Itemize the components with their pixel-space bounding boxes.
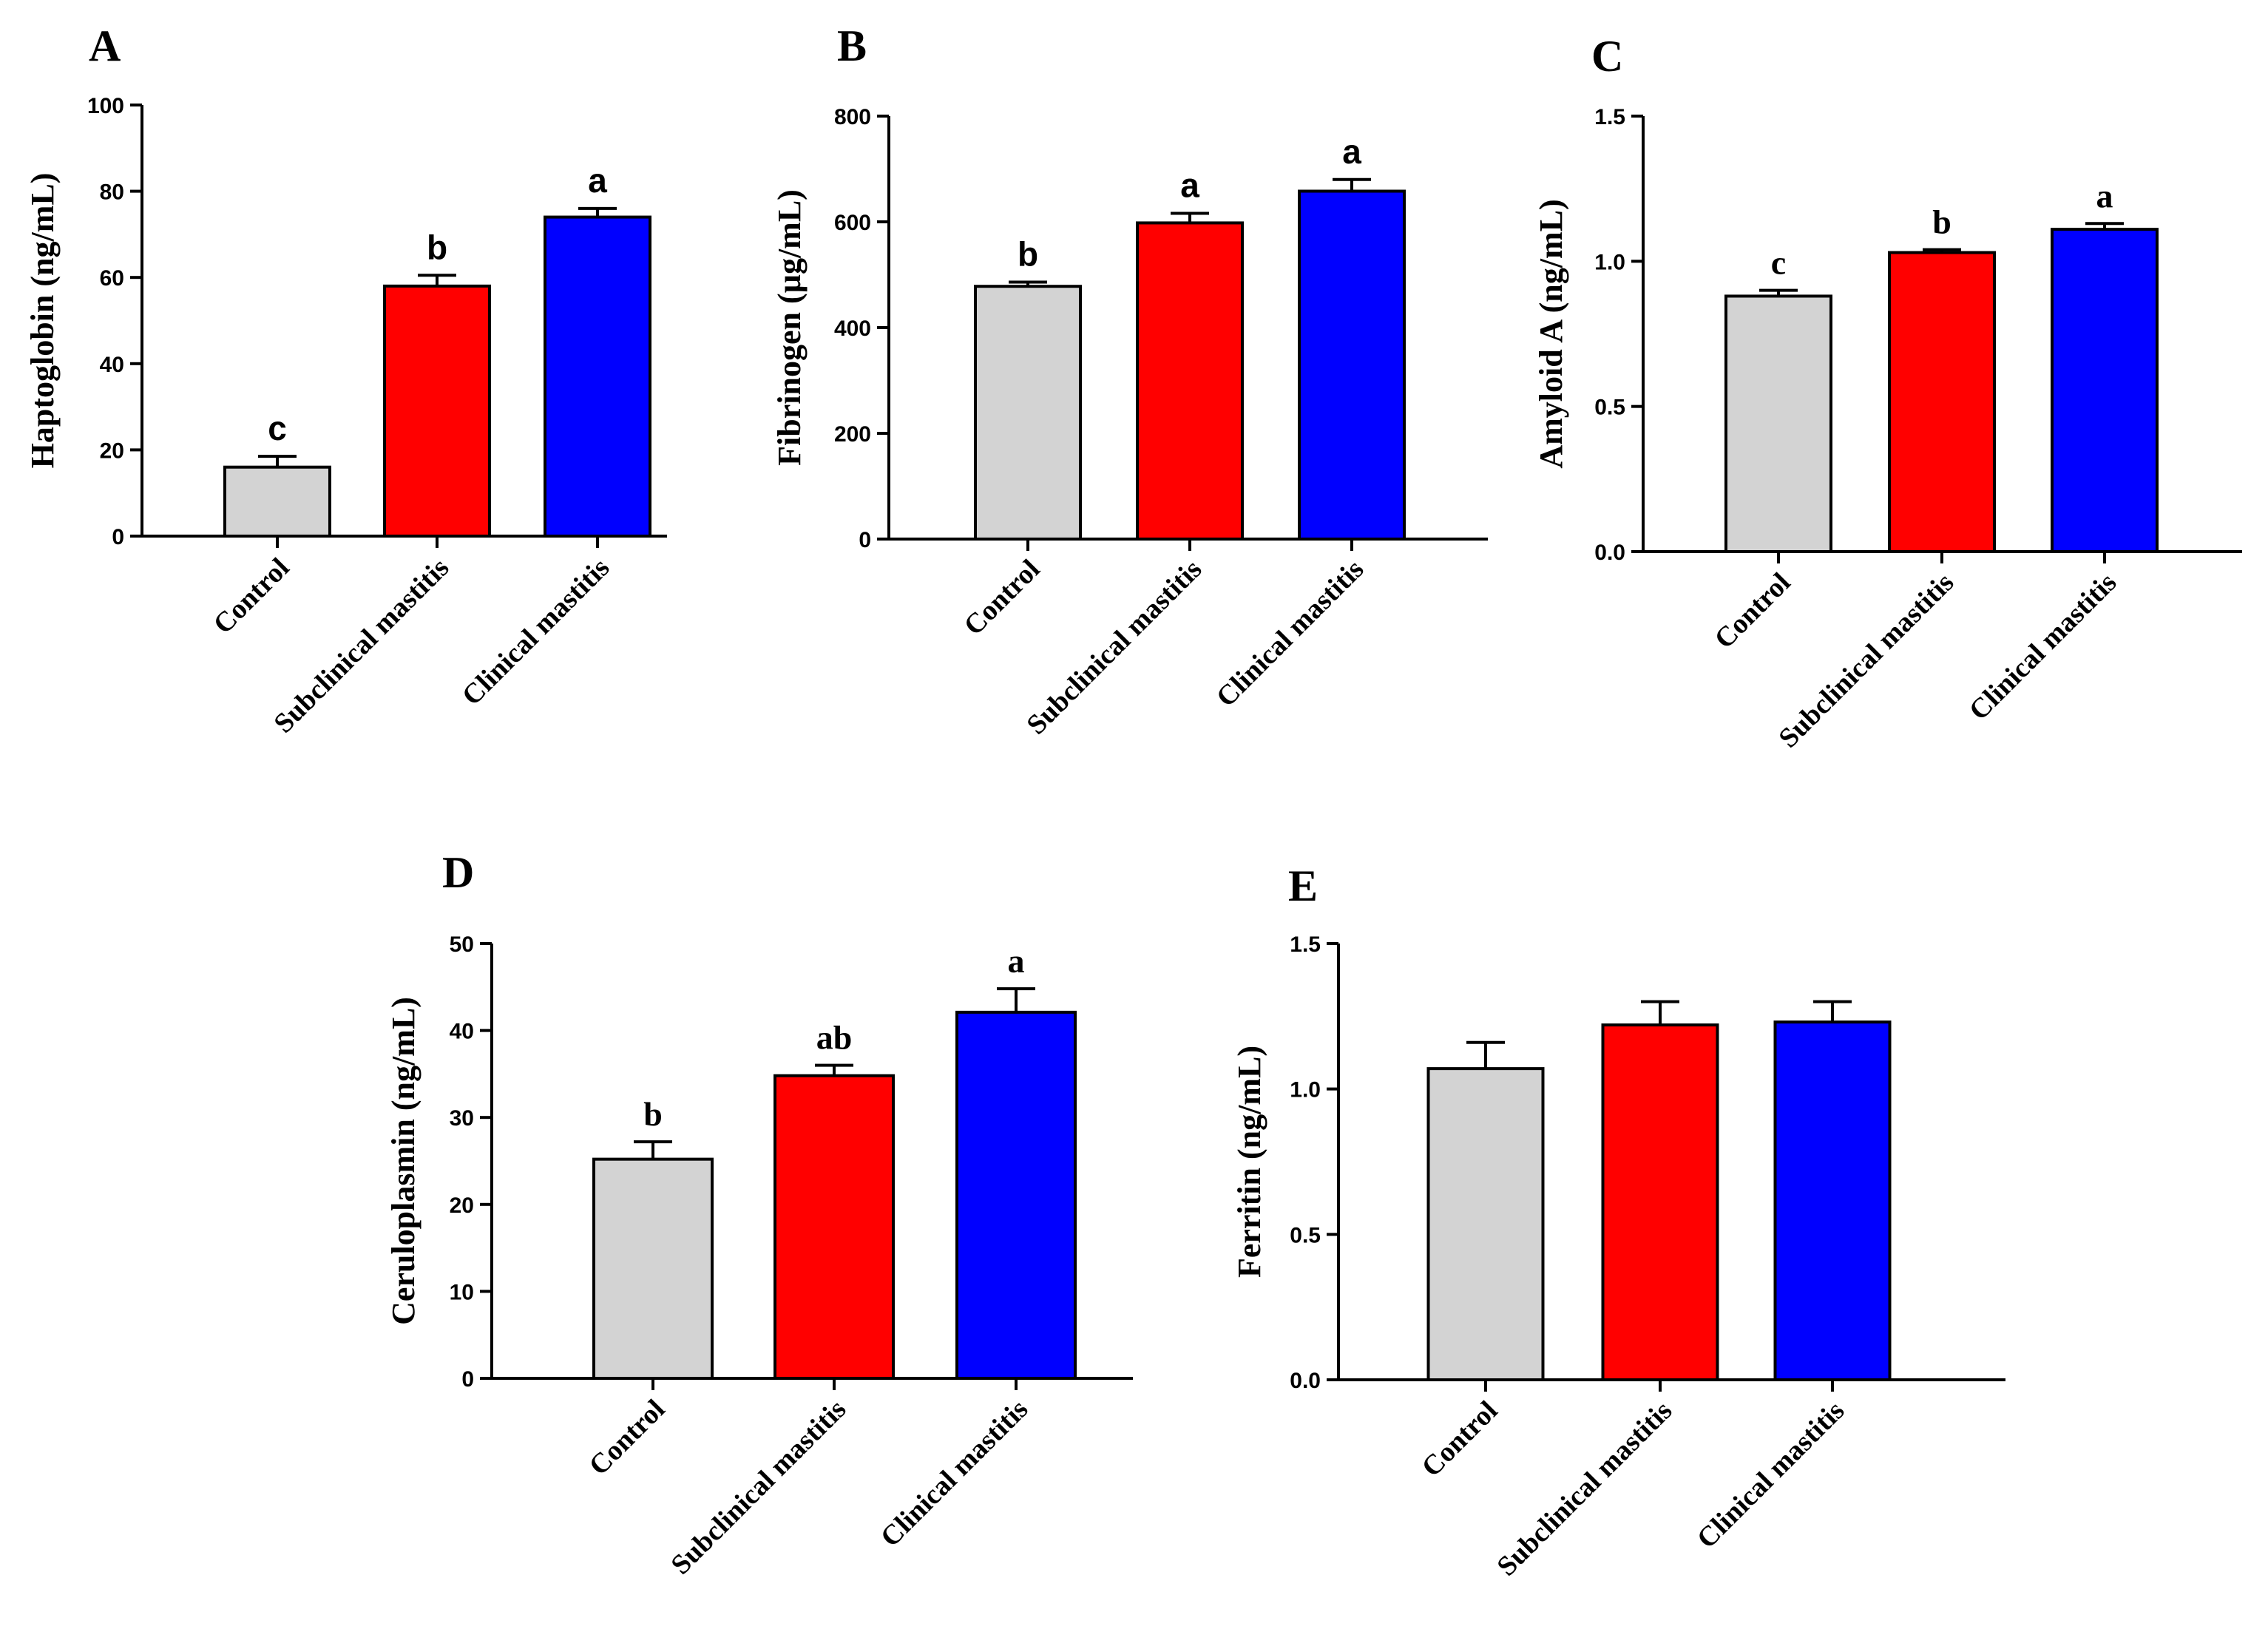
y-tick-label: 0.5 [1290, 1223, 1321, 1247]
y-tick-label: 1.0 [1594, 250, 1625, 274]
significance-letter: a [1008, 942, 1025, 980]
y-axis-label: Haptoglobin (ng/mL) [24, 173, 61, 469]
y-tick-label: 20 [450, 1193, 474, 1218]
bar [1298, 189, 1406, 541]
category-label: Subclinical mastitis [1020, 554, 1208, 741]
significance-letter: a [2096, 177, 2113, 214]
panel-d: D 0 10 20 30 40 50 Ceruloplasmin (ng/mL) b Contro… [385, 848, 1133, 1581]
y-tick-label: 0 [461, 1367, 474, 1392]
bar [774, 1074, 895, 1380]
panel-letter: C [1591, 32, 1623, 81]
significance-letter: a [1180, 166, 1199, 205]
panel-e: E 0.0 0.5 1.0 1.5 Ferritin (ng/mL) ControlSubc… [1231, 861, 2005, 1582]
y-tick-label: 600 [834, 211, 871, 235]
y-axis-label: Ceruloplasmin (ng/mL) [385, 997, 422, 1325]
bar [223, 465, 331, 538]
category-label: Clinical mastitis [1963, 567, 2123, 727]
y-tick-label: 0 [859, 528, 871, 552]
bar [1136, 221, 1244, 541]
significance-letter: b [1018, 235, 1038, 274]
bar [1773, 1020, 1892, 1381]
y-tick-label: 60 [100, 266, 124, 291]
significance-letter: b [427, 228, 447, 266]
category-label: Clinical mastitis [1691, 1395, 1851, 1555]
y-tick-label: 0.0 [1290, 1369, 1321, 1393]
category-label: Clinical mastitis [456, 552, 616, 712]
y-tick-label: 50 [450, 932, 474, 957]
significance-letter: c [268, 409, 287, 447]
y-tick-label: 400 [834, 316, 871, 341]
y-tick-label: 0.5 [1594, 396, 1625, 420]
y-tick-label: 0.0 [1594, 541, 1625, 565]
category-label: Control [208, 552, 296, 640]
panel-letter: B [837, 21, 867, 70]
significance-letter: a [588, 161, 607, 200]
significance-letter: ab [816, 1019, 853, 1057]
significance-letter: b [1932, 203, 1952, 241]
y-tick-label: 80 [100, 180, 124, 205]
y-tick-label: 100 [87, 94, 124, 118]
y-tick-label: 40 [100, 353, 124, 377]
bar [955, 1010, 1077, 1381]
y-axis-label: Amyloid A (ng/mL) [1533, 199, 1569, 468]
bar [592, 1157, 714, 1380]
y-tick-label: 1.5 [1290, 932, 1321, 957]
y-tick-label: 20 [100, 438, 124, 463]
bar [1724, 294, 1832, 553]
y-tick-label: 10 [450, 1280, 474, 1304]
y-tick-label: 40 [450, 1020, 474, 1044]
panel-letter: E [1288, 861, 1318, 910]
y-tick-label: 0 [112, 525, 124, 549]
category-label: Clinical mastitis [875, 1394, 1035, 1554]
bar [544, 215, 651, 538]
category-label: Subclinical mastitis [1491, 1395, 1678, 1582]
y-axis-label: Fibrinogen (µg/mL) [771, 189, 808, 466]
bar [974, 285, 1082, 541]
y-tick-label: 1.5 [1594, 105, 1625, 129]
bar [383, 284, 491, 538]
y-tick-label: 1.0 [1290, 1078, 1321, 1103]
panel-c: C 0.0 0.5 1.0 1.5 Amyloid A (ng/mL) c Control b S… [1533, 32, 2242, 754]
category-label: Subclinical mastitis [1773, 567, 1960, 754]
significance-letter: b [643, 1095, 663, 1133]
panel-a: A 0 20 40 60 80 100 Haptoglobin (ng/mL) c Control… [24, 21, 667, 739]
category-label: Subclinical mastitis [665, 1394, 852, 1581]
category-label: Control [1416, 1395, 1504, 1483]
category-label: Control [583, 1394, 671, 1482]
bar [2051, 228, 2159, 553]
panel-b: B 0 200 400 600 800 Fibrinogen (µg/mL) b Control… [771, 21, 1488, 741]
category-label: Control [1709, 567, 1797, 655]
y-axis-label: Ferritin (ng/mL) [1231, 1046, 1267, 1278]
y-tick-label: 30 [450, 1106, 474, 1131]
panel-letter: A [89, 21, 121, 70]
panel-letter: D [442, 848, 474, 897]
category-label: Clinical mastitis [1211, 554, 1370, 714]
category-label: Control [958, 554, 1046, 642]
bar [1601, 1023, 1719, 1381]
bar [1888, 251, 1996, 553]
bar [1426, 1067, 1545, 1381]
category-label: Subclinical mastitis [268, 552, 455, 739]
significance-letter: c [1771, 244, 1786, 282]
y-tick-label: 200 [834, 422, 871, 447]
y-tick-label: 800 [834, 105, 871, 129]
significance-letter: a [1342, 132, 1361, 171]
